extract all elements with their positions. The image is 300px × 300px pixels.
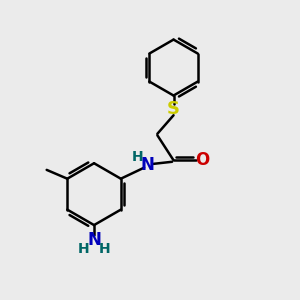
Text: N: N <box>140 156 154 174</box>
Text: H: H <box>132 150 143 164</box>
Text: S: S <box>167 100 180 118</box>
Text: O: O <box>195 151 209 169</box>
Text: H: H <box>98 242 110 256</box>
Text: N: N <box>87 231 101 249</box>
Text: H: H <box>78 242 90 256</box>
